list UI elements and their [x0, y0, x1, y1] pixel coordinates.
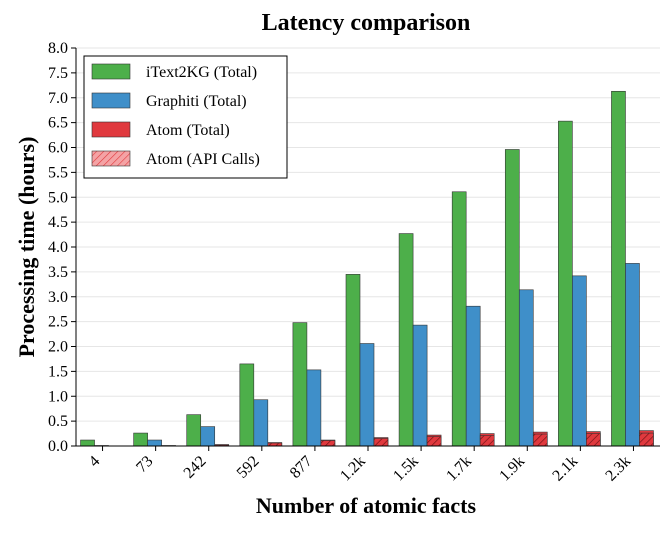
y-tick-label: 7.0: [48, 90, 68, 107]
bar-itext2kg-total: [133, 432, 148, 447]
y-tick-label: 1.5: [48, 363, 68, 380]
bars: [80, 90, 654, 447]
y-tick-label: 3.0: [48, 289, 68, 306]
legend-label: Atom (Total): [146, 122, 230, 139]
bar-graphiti-total: [147, 439, 162, 447]
bar-graphiti-total: [200, 426, 216, 447]
bar-atom-api-calls: [532, 433, 548, 447]
y-tick-label: 4.5: [48, 214, 68, 231]
x-tick-label: 592: [234, 453, 263, 482]
y-tick-label: 5.0: [48, 189, 68, 206]
bar-atom-api-calls: [586, 433, 601, 447]
bar-itext2kg-total: [504, 149, 520, 447]
y-tick-label: 2.0: [48, 339, 68, 356]
x-tick-label: 2.1k: [549, 453, 581, 485]
y-tick-label: 2.5: [48, 314, 68, 331]
legend-swatch: [91, 150, 131, 167]
legend-label: iText2KG (Total): [146, 64, 257, 81]
bar-itext2kg-total: [345, 274, 361, 447]
bar-itext2kg-total: [558, 120, 573, 447]
legend-label: Graphiti (Total): [146, 93, 247, 110]
bar-atom-api-calls: [426, 436, 442, 447]
y-tick-label: 3.5: [48, 264, 68, 281]
bar-itext2kg-total: [80, 439, 95, 447]
bar-graphiti-total: [253, 399, 269, 447]
bar-graphiti-total: [572, 275, 587, 447]
x-tick-label: 1.9k: [496, 453, 528, 485]
x-tick-label: 1.5k: [390, 453, 422, 485]
bar-itext2kg-total: [451, 191, 467, 447]
bar-atom-api-calls: [320, 440, 336, 447]
legend-swatch: [91, 121, 131, 138]
y-tick-label: 0.5: [48, 413, 68, 430]
y-axis-label: Processing time (hours): [14, 137, 39, 358]
y-tick-label: 6.0: [48, 140, 68, 157]
bar-itext2kg-total: [611, 90, 626, 447]
legend-swatch: [91, 63, 131, 80]
axes: [71, 47, 660, 451]
bar-graphiti-total: [518, 289, 534, 447]
x-tick-label: 877: [287, 453, 316, 482]
bar-itext2kg-total: [239, 363, 255, 447]
tick-labels: 0.0 0.5 1.0 1.5 2.0 2.5 3.0 3.5 4.0 4.5 5.0 5.5 6.0 6…: [48, 40, 634, 485]
legend: iText2KG (Total) Graphiti (Total) Atom (To…: [83, 55, 288, 179]
bar-itext2kg-total: [186, 414, 202, 447]
y-tick-label: 6.5: [48, 115, 68, 132]
x-axis-label: Number of atomic facts: [256, 493, 477, 518]
x-tick-label: 2.3k: [602, 453, 634, 485]
x-tick-label: 73: [133, 453, 156, 476]
bar-atom-api-calls: [479, 435, 495, 447]
bar-itext2kg-total: [398, 233, 414, 447]
legend-swatch: [91, 92, 131, 109]
y-tick-label: 5.5: [48, 164, 68, 181]
y-tick-label: 8.0: [48, 40, 68, 57]
bar-graphiti-total: [625, 263, 640, 447]
y-tick-label: 0.0: [48, 438, 68, 455]
bar-graphiti-total: [306, 369, 322, 447]
bar-graphiti-total: [359, 343, 375, 447]
bar-graphiti-total: [465, 305, 481, 447]
bar-itext2kg-total: [292, 322, 308, 447]
chart-title: Latency comparison: [262, 10, 471, 36]
bar-graphiti-total: [412, 324, 428, 447]
legend-label: Atom (API Calls): [146, 151, 260, 168]
bar-atom-api-calls: [373, 438, 389, 447]
bar-atom-api-calls: [639, 432, 654, 447]
y-tick-label: 7.5: [48, 65, 68, 82]
y-tick-label: 1.0: [48, 388, 68, 405]
x-tick-label: 1.7k: [443, 453, 475, 485]
x-tick-label: 4: [86, 453, 104, 471]
y-tick-label: 4.0: [48, 239, 68, 256]
x-tick-label: 1.2k: [337, 453, 369, 485]
x-tick-label: 242: [181, 453, 210, 482]
